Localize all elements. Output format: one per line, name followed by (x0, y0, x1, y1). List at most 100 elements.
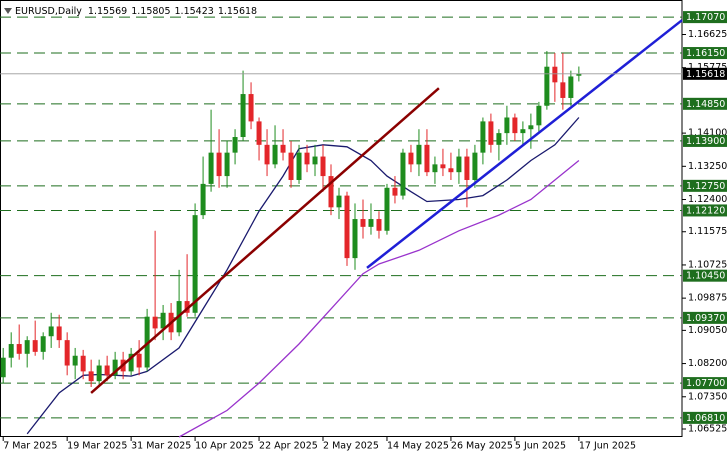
candle-body (200, 183, 206, 216)
candle-body (344, 195, 350, 259)
level-label: 1.10450 (686, 271, 725, 282)
candle-body (504, 117, 510, 134)
candle-body (384, 187, 390, 231)
candle-body (376, 219, 382, 231)
candle-body (240, 94, 246, 138)
candle-body (192, 215, 198, 313)
x-tick-label: 26 May 2025 (451, 441, 513, 452)
candle-body (448, 168, 454, 173)
candle-body (424, 144, 430, 173)
level-label: 1.13900 (686, 136, 725, 147)
candle-body (112, 359, 118, 376)
candle-body (496, 133, 502, 145)
y-tick-label: 1.15775 (688, 62, 727, 73)
y-tick-label: 1.07350 (688, 391, 727, 402)
candle-body (216, 152, 222, 177)
candle-body (160, 312, 166, 329)
candle-body (48, 326, 54, 337)
y-tick-label: 1.06525 (688, 423, 727, 434)
level-label-box (683, 179, 727, 192)
level-label: 1.17070 (686, 12, 725, 23)
candle-body (512, 117, 518, 134)
candle-body (352, 219, 358, 259)
symbol: EURUSD,Daily (15, 6, 82, 17)
header-icon (4, 8, 12, 14)
close: 1.15618 (218, 6, 257, 17)
candle-body (272, 144, 278, 165)
candle-body (368, 219, 374, 227)
candle-body (280, 144, 286, 153)
candle-body (320, 156, 326, 177)
candle-body (392, 187, 398, 196)
x-tick-label: 10 Apr 2025 (195, 441, 254, 452)
x-tick-label: 17 Jun 2025 (579, 441, 636, 452)
y-tick-label: 1.09875 (688, 293, 727, 304)
candle-body (464, 156, 470, 180)
y-tick-label: 1.09050 (688, 325, 727, 336)
y-tick-label: 1.13250 (688, 161, 727, 172)
header: EURUSD,Daily 1.15569 1.15805 1.15423 1.15618 (15, 6, 257, 17)
candle-body (528, 125, 534, 130)
y-tick-label: 1.08200 (688, 358, 727, 369)
x-tick-label: 7 Mar 2025 (3, 441, 57, 452)
candle-body (328, 176, 334, 208)
candle-body (32, 340, 38, 352)
candle-body (288, 152, 294, 180)
candle-body (224, 152, 230, 177)
candle-body (312, 156, 318, 165)
candle-body (24, 340, 30, 354)
level-label: 1.09370 (686, 313, 725, 324)
level-label: 1.07700 (686, 378, 725, 389)
candle-body (64, 340, 70, 366)
candle-body (256, 121, 262, 145)
candle-body (128, 353, 134, 372)
candle-body (544, 66, 550, 106)
plot-frame (0, 0, 683, 437)
level-label-box (683, 377, 727, 390)
y-tick-label: 1.10725 (688, 259, 727, 270)
candle-body (472, 152, 478, 180)
current-price-label: 1.15618 (686, 69, 725, 80)
moving-average (178, 159, 580, 438)
level-label-box (683, 97, 727, 110)
trend-line (90, 87, 440, 394)
level-label: 1.14850 (686, 99, 725, 110)
x-tick-label: 22 Apr 2025 (259, 441, 318, 452)
candle-body (568, 76, 574, 98)
candle-body (336, 195, 342, 208)
level-label-box (683, 411, 727, 424)
current-price-box (683, 67, 727, 80)
candle-body (80, 355, 86, 372)
open: 1.15569 (88, 6, 127, 17)
candle-body (480, 121, 486, 153)
candle-body (488, 121, 494, 145)
y-tick-label: 1.14100 (688, 128, 727, 139)
y-tick-label: 1.12400 (688, 194, 727, 205)
low: 1.15423 (175, 6, 214, 17)
level-label-box (683, 11, 727, 24)
level-label-box (683, 269, 727, 282)
candle-body (72, 355, 78, 366)
x-tick-label: 2 May 2025 (323, 441, 379, 452)
candle-body (144, 316, 150, 368)
level-label-box (683, 134, 727, 147)
candle-body (208, 152, 214, 184)
level-label-box (683, 204, 727, 217)
candle-body (232, 137, 238, 153)
candle-body (96, 365, 102, 382)
x-tick-label: 31 Mar 2025 (131, 441, 191, 452)
candle-body (520, 129, 526, 134)
candle-body (432, 164, 438, 173)
candle-body (0, 357, 6, 378)
level-label: 1.16150 (686, 48, 725, 59)
candle-body (56, 326, 62, 341)
y-tick-label: 1.16625 (688, 29, 727, 40)
x-tick-label: 14 May 2025 (387, 441, 449, 452)
candle-body (16, 344, 22, 354)
moving-average (26, 117, 580, 435)
candle-body (552, 66, 558, 83)
candle-body (360, 219, 366, 227)
level-label-box (683, 47, 727, 60)
candle-body (184, 301, 190, 313)
